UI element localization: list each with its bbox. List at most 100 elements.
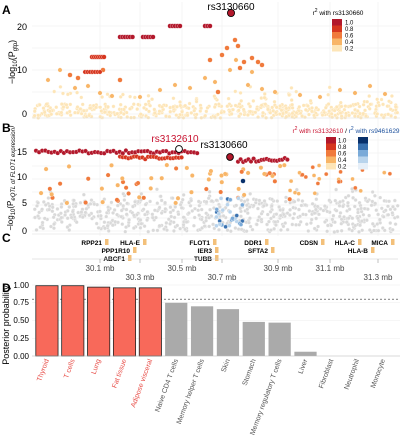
eqtl-point (143, 202, 148, 207)
gwas-point (297, 104, 302, 109)
gwas-point (44, 102, 49, 107)
gwas-point (338, 111, 343, 116)
gwas-point (233, 57, 239, 63)
eqtl-point (390, 210, 395, 215)
gwas-point (119, 110, 123, 115)
eqtl-point (245, 198, 250, 202)
gwas-point (379, 97, 384, 102)
eqtl-point (313, 207, 318, 212)
eqtl-point (300, 199, 305, 203)
eqtl-point (239, 198, 244, 203)
eqtl-point (281, 224, 286, 229)
gwas-point (352, 114, 357, 119)
eqtl-point (199, 217, 204, 222)
gwas-point (205, 105, 210, 110)
gwas-point (387, 99, 392, 104)
gwas-point (61, 91, 65, 96)
eqtl-point (98, 213, 103, 218)
eqtl-point (171, 208, 176, 213)
gwas-point (143, 102, 148, 107)
gwas-point (393, 115, 398, 120)
eqtl-point (298, 214, 302, 219)
legend-level-label: 0.4 (338, 158, 347, 164)
eqtl-point (359, 206, 364, 211)
gwas-point (68, 113, 73, 118)
eqtl-point (168, 205, 173, 210)
eqtl-point (376, 228, 381, 233)
legend-swatch-blue (358, 163, 368, 170)
eqtl-point (133, 199, 138, 204)
legend-swatch-red (326, 143, 336, 150)
panel-a-legend-title: r2 with rs3130660 (313, 8, 364, 17)
gwas-point (381, 102, 385, 107)
eqtl-point (163, 206, 168, 211)
gwas-point (233, 89, 238, 94)
eqtl-point (347, 227, 352, 232)
eqtl-point (367, 228, 372, 232)
eqtl-point (136, 195, 142, 200)
gwas-point (115, 111, 120, 116)
eqtl-point (194, 150, 200, 156)
eqtl-point (316, 212, 321, 217)
eqtl-point (382, 170, 387, 175)
eqtl-point (372, 193, 377, 198)
gene-box (128, 255, 132, 261)
gwas-point (253, 110, 258, 115)
gwas-point (59, 110, 64, 115)
gwas-point (271, 108, 276, 113)
eqtl-point (312, 211, 317, 216)
panel-d-ytick-100: 1.00 (13, 281, 29, 290)
eqtl-point (145, 210, 150, 214)
gwas-point (327, 109, 332, 114)
eqtl-point (123, 148, 129, 153)
eqtl-point (180, 197, 185, 202)
gwas-point (233, 103, 238, 108)
gene-box (321, 239, 325, 245)
gwas-point (251, 98, 256, 103)
eqtl-point (236, 196, 241, 201)
gwas-point (375, 111, 380, 116)
eqtl-point (217, 204, 222, 209)
gene-box (143, 239, 147, 245)
eqtl-point (155, 187, 159, 192)
gwas-point (75, 75, 81, 81)
eqtl-point (159, 198, 164, 203)
gwas-point (204, 109, 209, 114)
eqtl-point (139, 221, 144, 226)
eqtl-point (287, 196, 293, 202)
eqtl-point (360, 228, 365, 233)
eqtl-point (70, 209, 75, 214)
eqtl-point (367, 213, 372, 218)
eqtl-point (204, 211, 209, 216)
axis-label-31-3: 31.3 mb (364, 273, 393, 282)
eqtl-point (257, 198, 262, 203)
eqtl-point (339, 221, 344, 226)
gwas-point (303, 107, 308, 112)
eqtl-point (59, 220, 64, 224)
eqtl-point (189, 198, 194, 203)
gwas-point (202, 75, 208, 81)
eqtl-point (316, 163, 322, 168)
eqtl-point (314, 197, 319, 202)
eqtl-point (159, 211, 164, 215)
gwas-point (97, 90, 103, 96)
eqtl-point (317, 176, 322, 181)
eqtl-point (310, 201, 315, 206)
gwas-point (385, 104, 390, 109)
eqtl-point (203, 186, 209, 192)
eqtl-point (357, 229, 361, 234)
eqtl-point (155, 228, 160, 233)
gwas-point (254, 106, 259, 111)
bar-label: Naive CD4 T cells (154, 358, 180, 413)
gene-label: HLA-B (348, 248, 369, 255)
gwas-point (323, 105, 328, 110)
eqtl-point (228, 229, 233, 234)
gwas-point (249, 55, 255, 61)
eqtl-point (166, 217, 171, 222)
eqtl-point (40, 207, 45, 212)
eqtl-point (218, 189, 224, 195)
eqtl-point (106, 208, 111, 213)
eqtl-point (299, 203, 304, 208)
eqtl-point (287, 188, 293, 193)
eqtl-point (257, 215, 262, 219)
